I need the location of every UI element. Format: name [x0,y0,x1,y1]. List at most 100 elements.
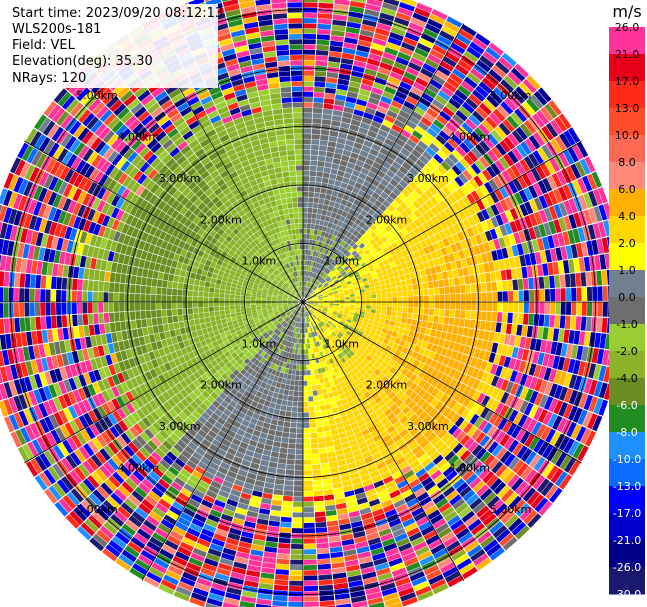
range-gate-cell [520,448,533,462]
range-gate-cell [418,453,429,464]
range-gate-cell [346,238,353,245]
range-gate-cell [338,259,344,265]
range-gate-cell [308,396,314,402]
range-gate-cell [516,445,528,459]
range-gate-cell [402,161,412,171]
range-gate-cell [376,239,384,246]
range-gate-cell [409,221,418,230]
range-gate-cell [439,175,450,186]
range-gate-cell [523,290,529,302]
range-gate-cell [295,449,303,455]
range-gate-cell [335,283,341,287]
range-gate-cell [364,284,370,289]
range-gate-cell [188,414,198,423]
range-gate-cell [317,558,331,565]
range-gate-cell [504,368,513,381]
range-gate-cell [262,492,273,500]
range-gate-cell [550,449,563,465]
range-gate-cell [360,292,366,296]
range-gate-cell [390,562,405,572]
range-gate-cell [306,223,311,229]
range-gate-cell [315,310,321,315]
range-gate-cell [303,454,312,460]
range-gate-cell [513,359,522,371]
range-gate-cell [192,451,203,461]
range-gate-cell [198,480,210,490]
range-gate-cell [476,292,482,302]
range-gate-cell [324,343,330,349]
range-gate-cell [184,431,194,441]
range-gate-cell [460,184,470,196]
range-gate-cell [401,228,409,236]
range-gate-cell [247,374,255,382]
range-gate-cell [335,142,345,150]
range-gate-cell [262,323,268,328]
range-gate-cell [411,445,422,455]
range-gate-cell [189,522,203,533]
range-gate-cell [507,133,520,147]
range-gate-cell [306,294,310,299]
range-gate-cell [163,401,173,412]
range-gate-cell [347,253,354,260]
range-gate-cell [305,338,308,344]
range-gate-cell [144,494,158,507]
range-gate-cell [436,477,449,489]
range-gate-cell [435,203,444,213]
range-gate-cell [359,507,372,515]
range-gate-cell [283,389,289,396]
range-gate-cell [209,383,218,392]
range-gate-cell [395,170,405,179]
range-gate-cell [147,455,159,466]
range-gate-cell [376,567,391,576]
range-gate-cell [324,93,336,100]
range-gate-cell [304,333,307,339]
range-gate-cell [519,386,529,400]
range-gate-cell [43,469,56,485]
range-gate-cell [555,247,563,261]
range-gate-cell [402,517,416,528]
range-gate-cell [258,583,274,590]
range-gate-cell [260,381,267,389]
range-gate-cell [322,478,332,485]
range-gate-cell [158,444,170,455]
range-gate-cell [529,199,539,213]
range-gate-cell [303,44,316,50]
range-gate-cell [361,512,373,521]
range-gate-cell [326,77,338,84]
range-gate-cell [316,246,321,252]
range-gate-cell [207,548,222,557]
range-gate-cell [457,326,464,336]
range-gate-cell [415,468,427,478]
range-gate-cell [278,309,284,313]
range-gate-cell [444,450,456,462]
range-gate-cell [391,266,398,273]
range-gate-cell [303,438,311,444]
range-gate-cell [195,447,206,457]
range-gate-cell [144,371,153,381]
range-gate-cell [250,462,260,470]
range-gate-cell [238,321,244,327]
range-gate-cell [148,425,159,436]
range-gate-cell [256,333,263,339]
range-gate-cell [391,242,399,249]
range-gate-cell [100,431,112,445]
range-gate-cell [161,494,174,505]
range-gate-cell [294,385,299,391]
range-gate-cell [348,288,354,292]
range-gate-cell [296,338,300,344]
range-gate-cell [205,602,221,607]
range-gate-cell [463,345,471,355]
range-gate-cell [340,533,354,541]
range-gate-cell [495,464,508,478]
range-gate-cell [197,368,205,376]
range-gate-cell [356,177,365,185]
range-gate-cell [507,280,513,291]
range-gate-cell [528,153,540,167]
range-gate-cell [313,92,325,98]
range-gate-cell [580,316,587,331]
range-gate-cell [308,302,313,305]
range-gate-cell [224,475,236,484]
range-gate-cell [314,192,320,198]
range-gate-cell [362,517,375,526]
range-gate-cell [497,291,503,302]
